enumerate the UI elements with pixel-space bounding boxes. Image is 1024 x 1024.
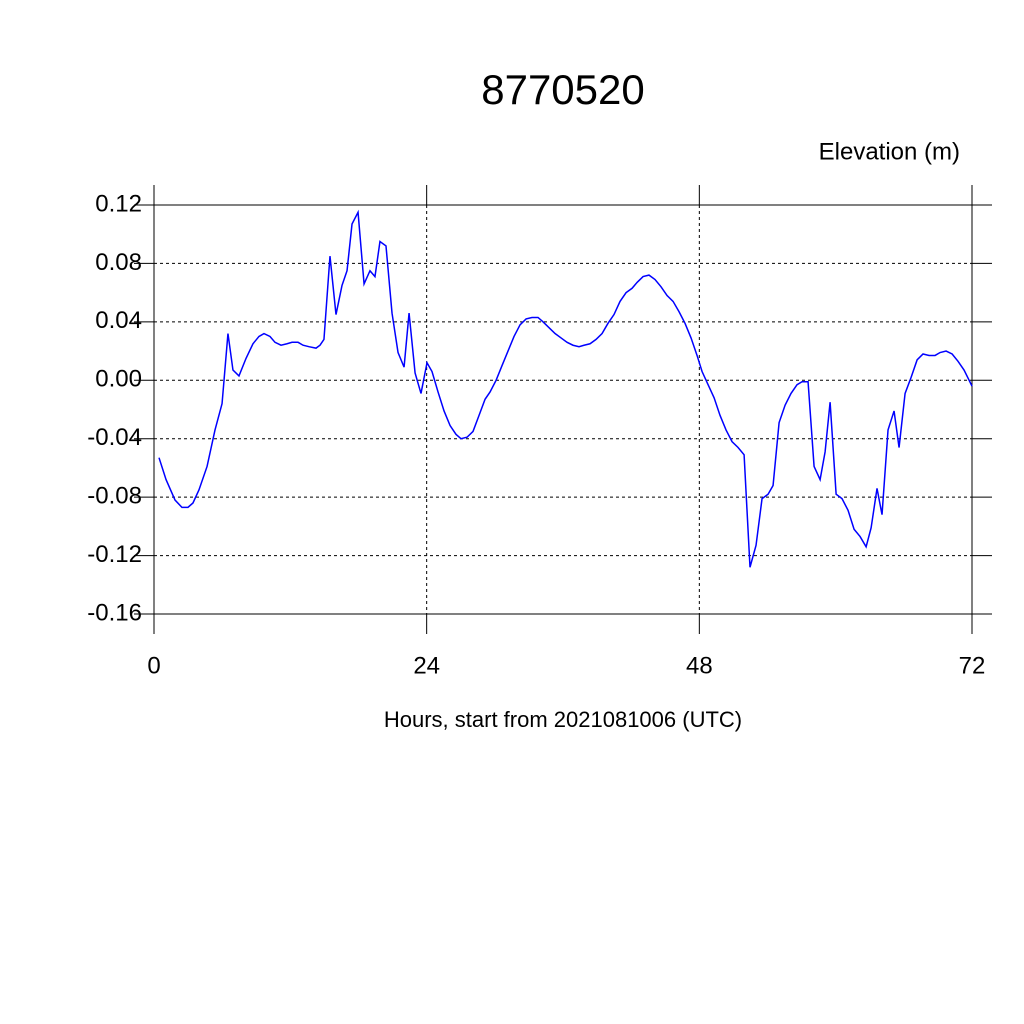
- x-tick-label: 48: [686, 652, 713, 679]
- y-tick-label: 0.04: [95, 307, 142, 334]
- y-tick-label: 0.12: [95, 190, 142, 217]
- x-axis-label: Hours, start from 2021081006 (UTC): [384, 707, 742, 732]
- data-line: [158, 209, 973, 568]
- y-axis-label: Elevation (m): [819, 138, 960, 165]
- chart-title: 8770520: [481, 66, 645, 113]
- y-tick-label: -0.16: [87, 599, 142, 626]
- y-tick-label: 0.00: [95, 366, 142, 393]
- x-tick-label: 24: [413, 652, 440, 679]
- plot-frame: [153, 204, 973, 615]
- x-tick-label: 72: [959, 652, 986, 679]
- y-tick-label: -0.08: [87, 482, 142, 509]
- y-tick-label: -0.12: [87, 541, 142, 568]
- y-tick-label: 0.08: [95, 249, 142, 276]
- y-tick-label: -0.04: [87, 424, 142, 451]
- x-tick-label: 0: [147, 652, 160, 679]
